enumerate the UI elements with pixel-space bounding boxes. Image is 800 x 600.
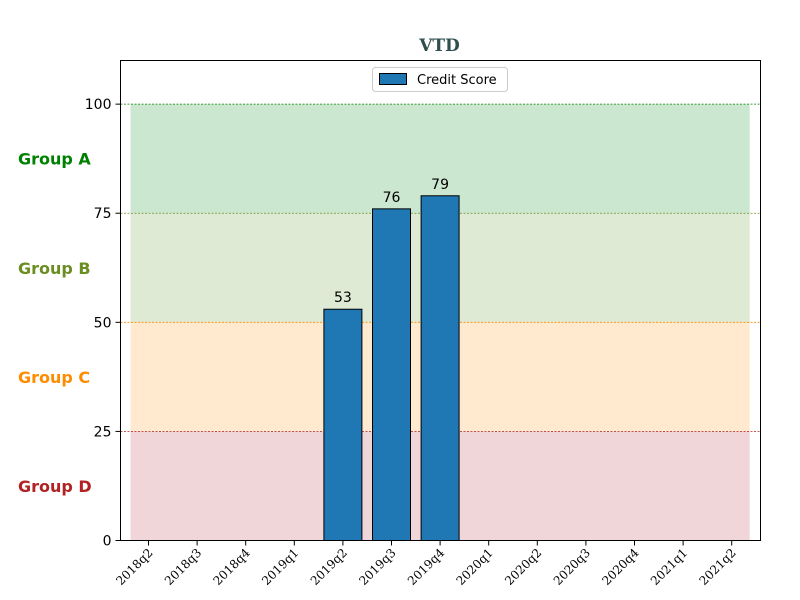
y-tick-label: 50 <box>94 315 112 331</box>
x-tick-label: 2021q2 <box>696 546 738 588</box>
bar <box>372 208 411 541</box>
group-label: Group D <box>18 477 92 496</box>
x-tick-label: 2018q4 <box>210 545 253 588</box>
x-tick-label: 2020q3 <box>551 546 593 588</box>
x-tick-label: 2019q2 <box>308 546 350 588</box>
bar <box>420 195 460 541</box>
legend: Credit Score <box>372 67 508 92</box>
bar-value-label: 53 <box>334 290 352 306</box>
x-tick-label: 2020q2 <box>502 546 544 588</box>
legend-swatch-credit-score <box>379 73 407 85</box>
y-axis: 0 25 50 75 100 <box>85 97 121 550</box>
x-tick-label: 2020q4 <box>599 545 642 588</box>
x-tick-label: 2021q1 <box>648 546 690 588</box>
legend-label-credit-score: Credit Score <box>417 73 497 88</box>
x-tick-label: 2019q4 <box>405 545 448 588</box>
x-axis: 2018q2 2018q3 2018q4 2019q1 2019q2 2019q3 2019… <box>113 540 739 588</box>
x-tick-label: 2018q2 <box>113 546 155 588</box>
plot-frame <box>120 60 761 541</box>
bar <box>323 308 363 541</box>
band-group-a <box>130 104 750 214</box>
y-tick-label: 75 <box>94 206 112 222</box>
bar-value-label: 76 <box>383 190 401 206</box>
x-tick-label: 2019q3 <box>356 546 398 588</box>
group-label: Group C <box>18 368 90 387</box>
group-label: Group A <box>18 150 91 169</box>
y-tick-label: 25 <box>94 424 112 440</box>
x-tick-label: 2020q1 <box>453 546 495 588</box>
y-tick-label: 0 <box>103 534 112 550</box>
group-label: Group B <box>18 259 91 278</box>
y-tick-label: 100 <box>85 97 112 113</box>
x-tick-label: 2019q1 <box>259 546 301 588</box>
x-tick-label: 2018q3 <box>162 546 204 588</box>
chart-title: VTD <box>418 36 460 56</box>
bar-value-label: 79 <box>431 177 449 193</box>
